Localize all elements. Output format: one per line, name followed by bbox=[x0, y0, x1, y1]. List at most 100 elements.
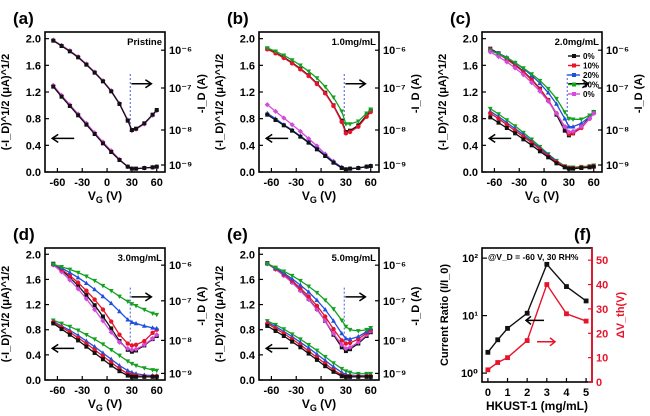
panel-annotation: 2.0mg/mL bbox=[555, 37, 600, 48]
data-point bbox=[100, 79, 105, 84]
y-tick-label: 2.0 bbox=[240, 34, 255, 46]
x-tick-label: 30 bbox=[563, 177, 575, 189]
data-point bbox=[142, 374, 147, 379]
data-point bbox=[554, 96, 559, 102]
series-line bbox=[266, 104, 371, 171]
data-point bbox=[562, 116, 568, 121]
data-point bbox=[273, 118, 278, 122]
right-tick-label: 10 bbox=[596, 353, 608, 365]
arrow-left-icon bbox=[50, 343, 75, 353]
data-point bbox=[92, 278, 98, 284]
x-axis-label-sub: G bbox=[96, 195, 103, 205]
panel-b: -60 -30 0 30 60 0.0 0.4 0.8 1.2 1.6 2.0 10⁻⁹ 10⁻⁸ 10⁻… bbox=[214, 9, 422, 205]
y-axis-label-left: (-I_D)^1/2 (μA)^1/2 bbox=[0, 54, 12, 151]
data-point bbox=[125, 373, 130, 378]
arrow-left-icon bbox=[264, 133, 289, 144]
right-tick-label: 10⁻⁷ bbox=[383, 296, 406, 308]
data-point bbox=[322, 84, 328, 90]
data-point bbox=[356, 374, 361, 379]
data-point bbox=[125, 367, 131, 373]
x-tick-label: 0 bbox=[318, 177, 324, 189]
data-point bbox=[92, 337, 98, 342]
data-point bbox=[368, 164, 373, 168]
data-point bbox=[84, 344, 89, 349]
data-point bbox=[75, 274, 81, 280]
data-point bbox=[364, 111, 369, 116]
data-point bbox=[289, 273, 295, 279]
data-point bbox=[323, 314, 328, 319]
x-tick-label: 60 bbox=[365, 177, 377, 189]
data-point bbox=[566, 124, 572, 129]
x-tick-label: 60 bbox=[365, 385, 377, 397]
data-point bbox=[109, 363, 114, 368]
legend-entry: 20% bbox=[583, 71, 599, 80]
data-point bbox=[58, 269, 65, 275]
data-point bbox=[75, 286, 81, 292]
data-point bbox=[368, 374, 373, 379]
data-point bbox=[504, 56, 510, 61]
data-point bbox=[117, 102, 122, 106]
data-point bbox=[347, 327, 353, 333]
y-tick-label: 0.0 bbox=[26, 375, 41, 387]
data-point bbox=[84, 62, 89, 67]
y-tick-label: 2.0 bbox=[26, 34, 41, 46]
y-tick-label: 2.0 bbox=[26, 249, 41, 261]
data-point bbox=[579, 166, 584, 170]
data-point bbox=[264, 261, 270, 267]
x-axis-label: VG (V) bbox=[302, 189, 336, 205]
data-point bbox=[504, 59, 510, 65]
arrow-right-icon bbox=[345, 79, 367, 89]
data-point bbox=[76, 55, 81, 60]
data-point bbox=[67, 267, 73, 272]
data-point bbox=[298, 67, 303, 72]
data-point bbox=[348, 374, 353, 379]
series-line bbox=[487, 263, 587, 353]
data-point bbox=[92, 286, 98, 292]
data-point bbox=[562, 124, 568, 130]
right-tick-label: 10⁻⁷ bbox=[606, 83, 629, 95]
x-tick-label: 60 bbox=[151, 177, 163, 189]
series-line bbox=[487, 282, 587, 371]
arrow-left-icon bbox=[264, 343, 289, 353]
data-point bbox=[117, 294, 122, 299]
data-point bbox=[67, 49, 72, 54]
y-axis-label-left: (-I_D)^1/2 (μA)^1/2 bbox=[214, 54, 226, 151]
data-point bbox=[339, 330, 345, 336]
data-point bbox=[117, 353, 122, 359]
data-point bbox=[343, 324, 349, 330]
x-tick-label: 30 bbox=[126, 177, 138, 189]
data-point bbox=[281, 334, 286, 338]
data-point bbox=[92, 132, 97, 136]
x-tick-label: 3 bbox=[544, 387, 550, 399]
y-tick-label: 2.0 bbox=[463, 34, 478, 46]
data-point bbox=[150, 165, 155, 170]
data-point bbox=[537, 78, 543, 84]
data-point bbox=[314, 303, 320, 309]
data-point bbox=[264, 102, 270, 108]
data-point bbox=[524, 338, 530, 343]
panel-d: -60 -30 0 30 60 0.0 0.4 0.8 1.2 1.6 2.0 10⁻⁹ 10⁻⁸ 10⁻… bbox=[0, 225, 208, 413]
plot-frame bbox=[481, 31, 603, 173]
x-tick-label: 0 bbox=[541, 177, 547, 189]
data-point bbox=[289, 122, 295, 128]
data-point bbox=[485, 367, 491, 373]
data-point bbox=[108, 329, 114, 335]
data-point bbox=[343, 167, 348, 172]
data-point bbox=[306, 136, 312, 142]
data-point bbox=[100, 342, 106, 347]
right-tick-label: 10⁻⁶ bbox=[606, 45, 629, 57]
data-point bbox=[133, 342, 139, 347]
data-point bbox=[125, 345, 131, 352]
panel-a: -60 -30 0 30 60 0.0 0.4 0.8 1.2 1.6 2.0 10⁻⁹ 10⁻⁸ 10⁻… bbox=[0, 9, 208, 205]
data-point bbox=[505, 325, 510, 331]
data-point bbox=[133, 363, 139, 369]
data-point bbox=[364, 114, 369, 119]
right-tick-label: 10⁻⁸ bbox=[169, 335, 192, 347]
data-point bbox=[356, 166, 361, 170]
data-point bbox=[100, 353, 106, 359]
data-point bbox=[545, 90, 551, 95]
data-point bbox=[265, 323, 270, 328]
panel-annotation: Pristine bbox=[127, 37, 162, 48]
data-point bbox=[51, 321, 56, 326]
data-point bbox=[322, 357, 328, 363]
